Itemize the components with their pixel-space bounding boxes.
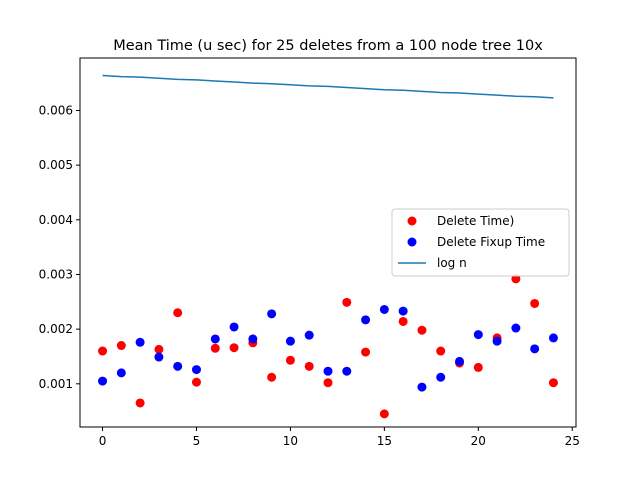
point-delete-fixup-time [361,315,371,325]
y-tick-label: 0.003 [39,267,73,281]
point-delete-fixup-time [511,323,521,333]
x-tick-label: 15 [377,434,392,448]
x-tick-label: 0 [99,434,107,448]
point-delete-fixup-time [323,366,333,376]
point-delete-fixup-time [417,382,427,392]
point-delete-time [191,377,201,387]
y-axis: 0.001 0.002 0.003 0.004 0.005 0.006 [39,103,80,391]
legend: Delete Time) Delete Fixup Time log n [391,208,570,277]
point-delete-time [342,297,352,307]
x-tick-label: 10 [283,434,298,448]
legend-frame [391,208,570,277]
x-tick-label: 25 [565,434,580,448]
point-delete-fixup-time [173,361,183,371]
point-delete-time [229,343,239,353]
point-delete-fixup-time [530,344,540,354]
plot-area [98,74,558,419]
chart-title: Mean Time (u sec) for 25 deletes from a … [113,38,543,54]
point-delete-time [267,372,277,382]
y-tick-label: 0.001 [39,377,73,391]
point-delete-time [173,308,183,318]
point-delete-fixup-time [379,304,389,314]
point-delete-fixup-time [210,334,220,344]
axes-frame [79,57,577,428]
point-delete-time [530,298,540,308]
legend-entry-label: log n [437,256,467,270]
point-delete-fixup-time [191,365,201,375]
point-delete-fixup-time [267,309,277,319]
point-delete-fixup-time [98,376,108,386]
y-tick-label: 0.004 [39,213,73,227]
point-delete-fixup-time [154,352,164,362]
point-delete-fixup-time [342,366,352,376]
point-delete-time [210,343,220,353]
point-delete-time [323,378,333,388]
point-delete-time [398,316,408,326]
point-delete-fixup-time [116,368,126,378]
x-axis: 0 5 10 15 20 25 [99,427,580,448]
series-line-log-n [102,74,554,99]
point-delete-time [98,346,108,356]
x-tick-label: 20 [471,434,486,448]
legend-marker-swatch [407,216,417,226]
point-delete-fixup-time [248,334,258,344]
point-delete-time [417,325,427,335]
point-delete-time [285,355,295,365]
point-delete-fixup-time [398,306,408,316]
y-tick-label: 0.002 [39,322,73,336]
point-delete-time [548,378,558,388]
point-delete-fixup-time [135,337,145,347]
legend-marker-swatch [407,237,417,247]
point-delete-fixup-time [473,330,483,340]
point-delete-fixup-time [229,322,239,332]
point-delete-fixup-time [436,372,446,382]
legend-entry-label: Delete Time) [437,214,514,228]
point-delete-fixup-time [304,330,314,340]
point-delete-fixup-time [285,336,295,346]
point-delete-time [154,344,164,354]
point-delete-time [135,398,145,408]
point-delete-time [511,274,521,284]
point-delete-time [379,409,389,419]
point-delete-fixup-time [492,336,502,346]
point-delete-time [473,362,483,372]
point-delete-fixup-time [455,356,465,366]
point-delete-time [436,346,446,356]
x-tick-label: 5 [193,434,201,448]
point-delete-time [361,347,371,357]
legend-entry-label: Delete Fixup Time [437,235,545,249]
point-delete-fixup-time [548,333,558,343]
point-delete-time [116,341,126,351]
point-delete-time [304,361,314,371]
y-tick-label: 0.005 [39,158,73,172]
y-tick-label: 0.006 [39,103,73,117]
